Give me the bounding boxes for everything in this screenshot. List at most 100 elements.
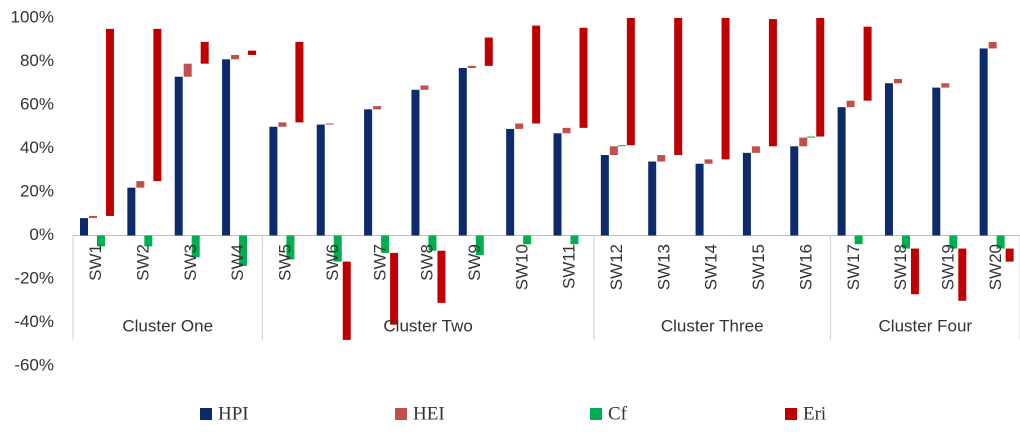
bar [515, 123, 524, 129]
bar [695, 163, 704, 236]
x-tick-label: SW13 [654, 244, 673, 290]
bar [863, 26, 872, 101]
bar [932, 87, 941, 236]
bar [579, 27, 588, 128]
bar [523, 235, 532, 245]
bar [884, 83, 893, 236]
group-label: Cluster Four [879, 316, 973, 335]
x-tick-label: SW10 [512, 244, 531, 290]
x-tick-label: SW19 [938, 244, 957, 290]
x-tick-label: SW20 [986, 244, 1005, 290]
bar [411, 89, 420, 236]
y-tick-label: 0% [29, 225, 54, 244]
bar [742, 152, 751, 236]
bar [484, 37, 493, 66]
x-tick-label: SW16 [796, 244, 815, 290]
x-tick-label: SW5 [276, 244, 295, 281]
bar [846, 100, 855, 108]
bar [89, 215, 97, 219]
y-tick-label: 80% [20, 51, 54, 70]
x-tick-label: SW12 [607, 244, 626, 290]
bar [373, 106, 382, 110]
legend-label: Cf [608, 403, 628, 424]
bar [390, 252, 399, 325]
bar [988, 41, 997, 49]
bar [200, 41, 209, 64]
bar [428, 235, 437, 251]
group-label: Cluster One [122, 316, 213, 335]
bar [958, 248, 967, 301]
bar [458, 68, 467, 236]
bar [949, 235, 958, 249]
x-tick-label: SW8 [418, 244, 437, 281]
bar [342, 261, 351, 340]
bar [941, 83, 950, 88]
bar [854, 235, 863, 245]
bar [893, 78, 902, 84]
bar [1005, 248, 1014, 262]
bar [562, 127, 571, 134]
y-tick-label: 40% [20, 138, 54, 157]
bar [467, 65, 476, 69]
x-tick-label: SW18 [891, 244, 910, 290]
group-label: Cluster Three [661, 316, 764, 335]
bar [570, 235, 579, 245]
y-tick-label: 20% [20, 181, 54, 200]
bar [381, 235, 390, 253]
bar [127, 187, 136, 236]
bar [768, 19, 777, 147]
y-tick-label: 100% [11, 7, 54, 26]
y-tick-label: -20% [14, 268, 54, 287]
legend-label: HEI [413, 403, 445, 424]
x-tick-label: SW6 [323, 244, 342, 281]
bar [136, 181, 145, 188]
bar [97, 235, 105, 247]
bar [807, 136, 816, 138]
bar [269, 126, 278, 236]
x-tick-label: SW7 [370, 244, 389, 281]
bar [316, 124, 325, 236]
bar [609, 146, 618, 156]
bar [506, 128, 515, 236]
bar [106, 28, 114, 216]
x-tick-label: SW1 [86, 244, 105, 281]
x-tick-label: SW11 [560, 244, 579, 289]
bar [183, 63, 192, 77]
bar [191, 235, 200, 258]
bar [910, 248, 919, 295]
x-tick-label: SW3 [181, 244, 200, 281]
bar [437, 250, 446, 303]
x-tick-label: SW4 [228, 244, 247, 281]
bar [790, 146, 799, 236]
bar [799, 137, 808, 147]
legend-swatch [200, 408, 212, 420]
bar [475, 235, 484, 256]
bar [174, 76, 183, 236]
bar [617, 145, 626, 147]
bar [80, 218, 88, 236]
legend-swatch [395, 408, 407, 420]
bar [278, 122, 287, 127]
bar [222, 59, 231, 236]
bar [751, 146, 760, 153]
bar [153, 28, 162, 182]
bar [239, 235, 248, 266]
x-tick-label: SW14 [702, 244, 721, 290]
x-tick-label: SW2 [134, 244, 153, 281]
bar [996, 235, 1005, 249]
bar [648, 161, 657, 236]
bar [553, 133, 562, 236]
y-tick-label: -60% [14, 355, 54, 374]
x-tick-label: SW9 [465, 244, 484, 281]
y-tick-label: -40% [14, 312, 54, 331]
bar [325, 123, 334, 125]
bar [144, 235, 153, 247]
bar [295, 41, 304, 123]
bar [231, 54, 240, 60]
x-tick-label: SW15 [749, 244, 768, 290]
legend-swatch [590, 408, 602, 420]
bar [837, 107, 846, 236]
bar [704, 159, 713, 164]
bar [721, 18, 730, 160]
